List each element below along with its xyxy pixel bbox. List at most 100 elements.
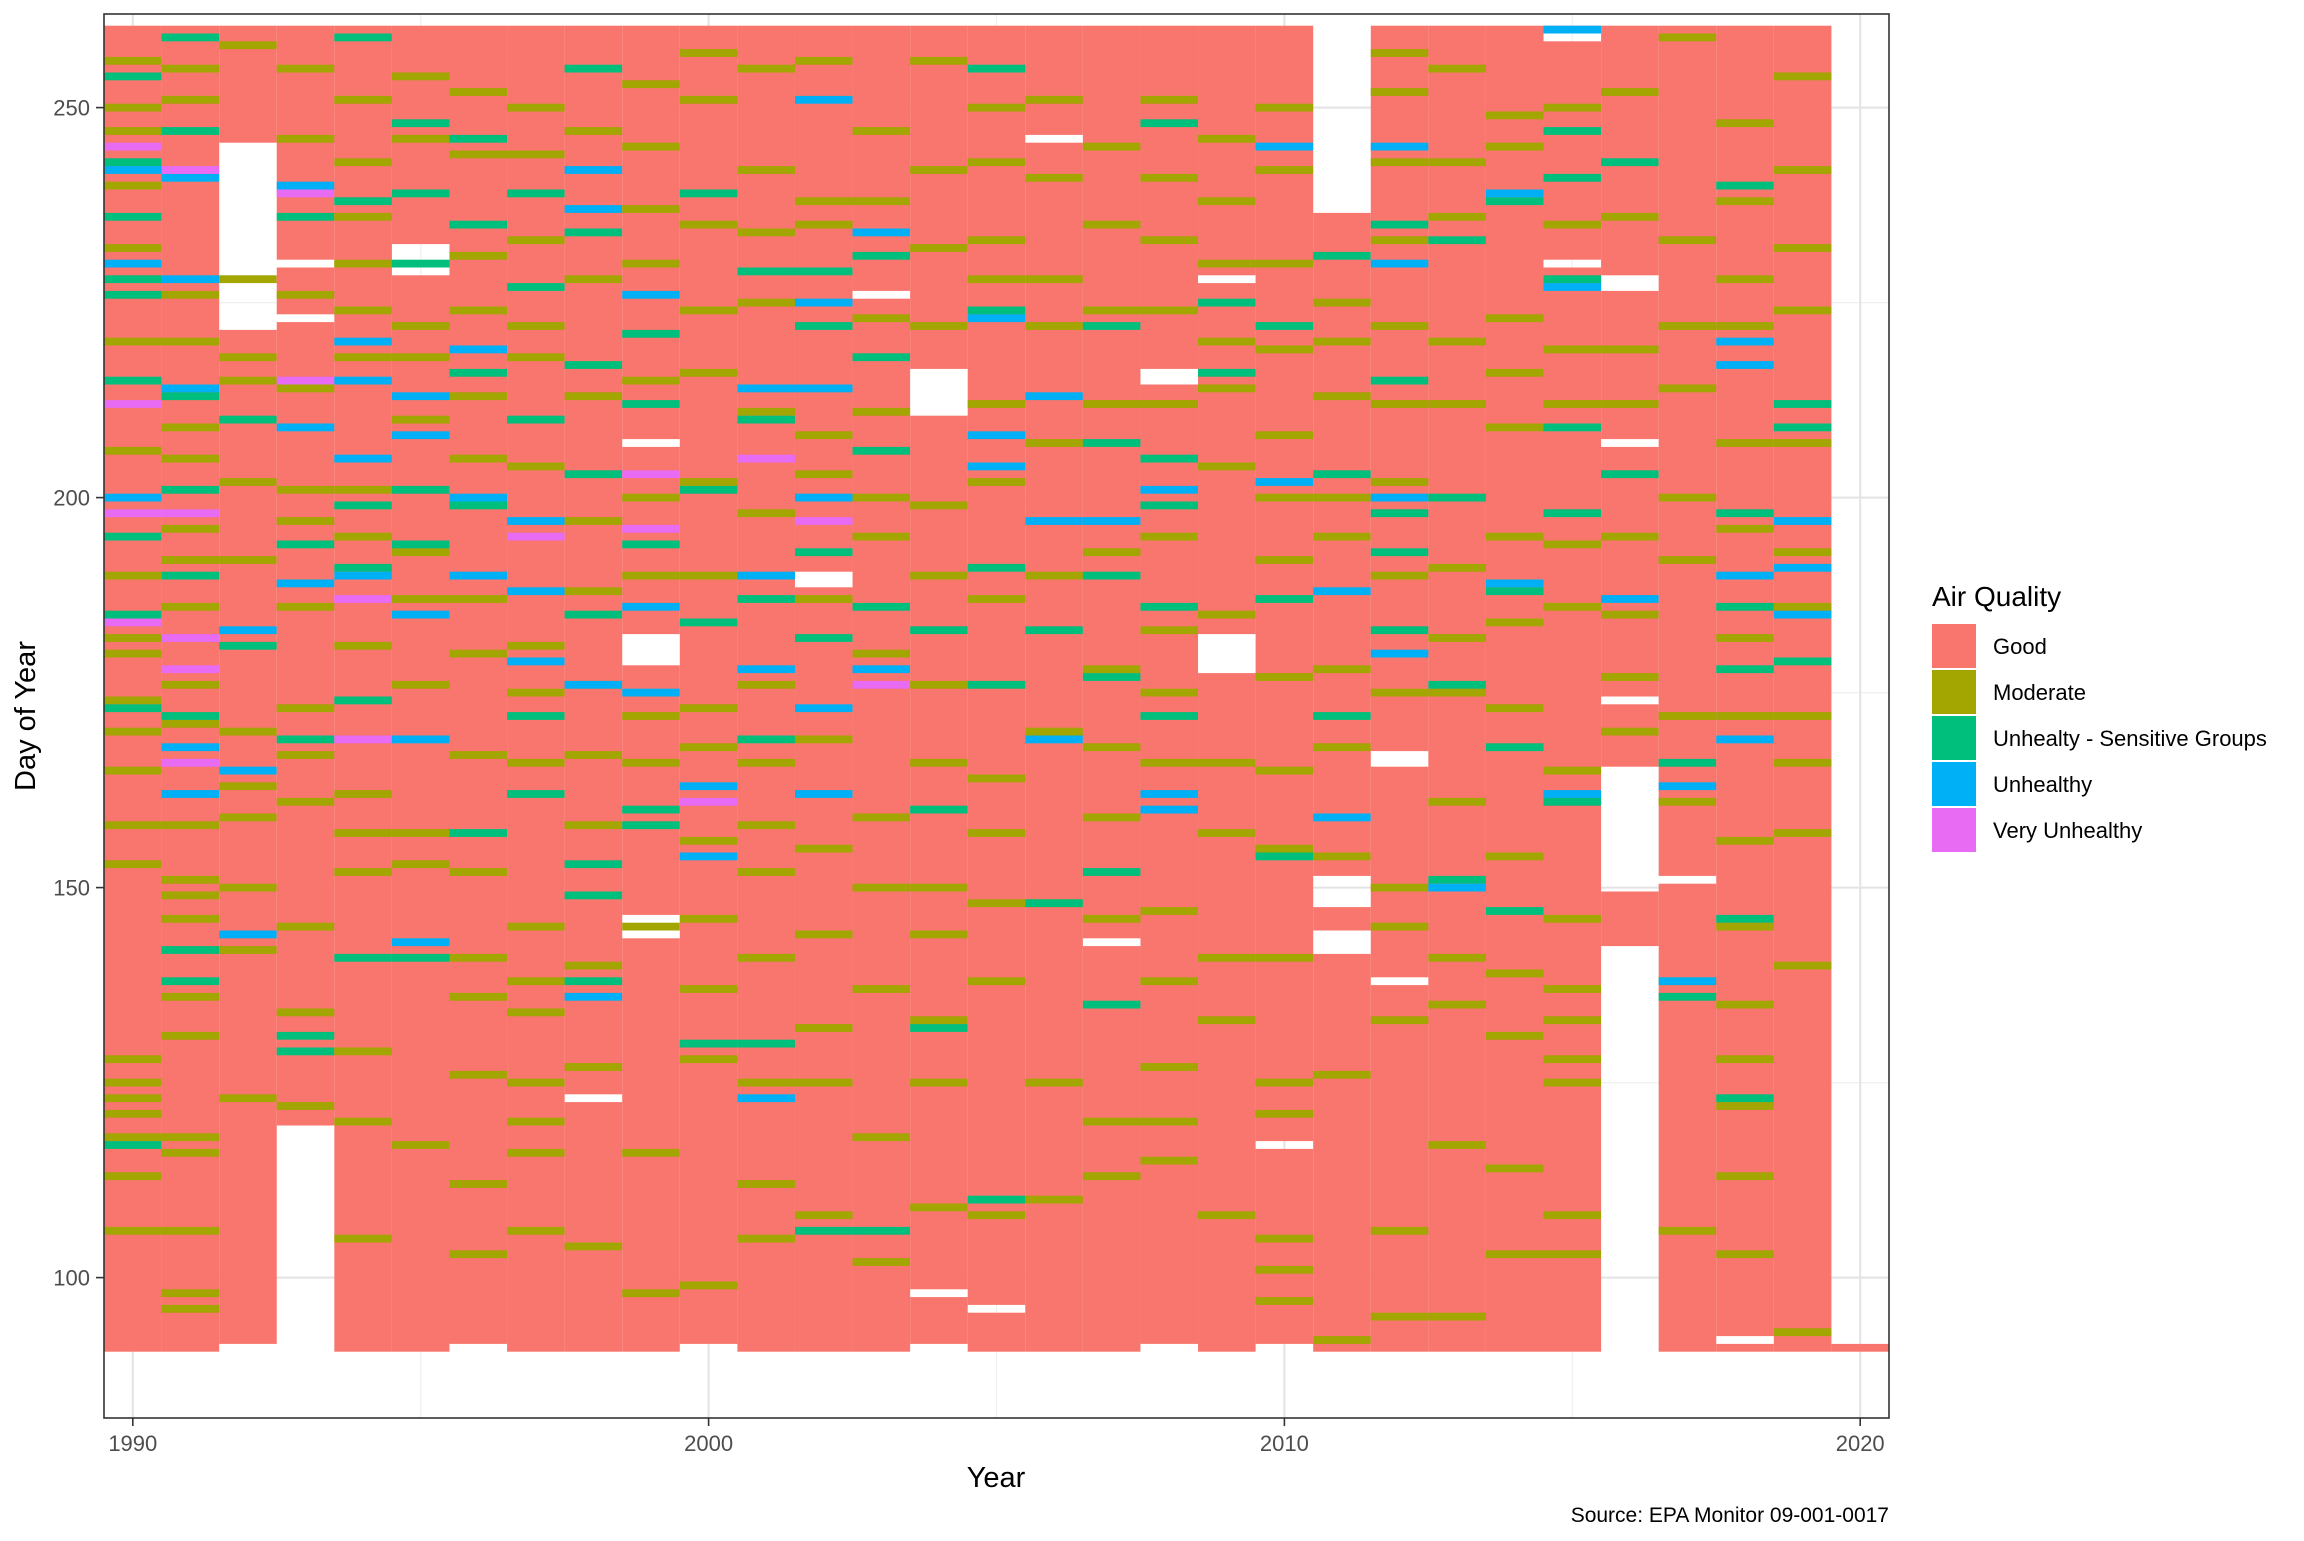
tile-moderate [161,337,220,346]
tile-usg [1082,673,1141,681]
tile-good-run [1831,1343,1889,1352]
tile-moderate [1773,1328,1832,1337]
tile-usg [1658,758,1717,767]
tile-moderate [391,860,450,869]
tile-moderate [507,641,565,650]
year-column-2001 [737,25,795,1352]
tile-usg [1313,712,1371,720]
tile-moderate [449,1250,508,1259]
tile-usg [737,267,795,276]
tile-moderate [1601,88,1659,96]
tile-moderate [1658,556,1717,564]
year-column-2009 [1198,25,1256,1352]
tile-very_unhealthy [334,595,392,603]
tile-usg [507,415,565,424]
tile-moderate [1543,985,1602,993]
legend-items: Good Moderate Unhealty - Sensitive Groups U… [1932,624,2267,852]
tile-unhealthy [794,384,853,393]
tile-usg [334,696,392,705]
tile-moderate [449,649,508,658]
tile-moderate [1716,634,1774,642]
tile-moderate [910,322,968,330]
tile-moderate [161,423,220,432]
tile-moderate [1428,64,1486,73]
legend-key-usg [1932,716,1976,760]
tile-usg [1601,158,1659,167]
tile-moderate [1140,306,1199,315]
tile-moderate [161,1148,220,1157]
tile-moderate [507,922,565,931]
x-tick-label: 2020 [1836,1431,1885,1456]
tile-usg [104,72,162,81]
tile-unhealthy [1140,485,1199,494]
tile-unhealthy [1255,478,1314,486]
tile-moderate [852,985,911,993]
tile-unhealthy [794,493,853,502]
tile-unhealthy [161,384,220,393]
tile-moderate [1543,914,1602,923]
tile-moderate [1255,166,1314,174]
tile-moderate [1485,423,1544,432]
tile-moderate [449,992,508,1001]
tile-very_unhealthy [507,532,565,541]
tile-unhealthy [1716,361,1774,369]
year-column-1990 [104,25,162,1352]
tile-moderate [737,228,795,237]
tile-moderate [161,1304,220,1313]
tile-moderate [507,688,565,697]
tile-usg [1428,236,1486,245]
tile-good-run [1313,953,1371,1352]
tile-moderate [737,509,795,518]
tile-usg [334,33,392,42]
tile-moderate [1255,345,1314,354]
panel-border [103,13,1890,1419]
tile-unhealthy [391,938,450,947]
tile-unhealthy [1543,25,1602,34]
tile-moderate [967,400,1026,408]
tile-moderate [1255,556,1314,564]
year-column-2018 [1716,25,1774,1352]
legend-key-unhealthy [1932,762,1976,806]
tile-moderate [564,392,623,401]
tile-moderate [104,337,162,346]
tile-unhealthy [219,626,277,635]
tile-moderate [334,158,392,167]
tile-unhealthy [1773,610,1832,619]
tile-usg [449,501,508,510]
tile-moderate [276,290,335,299]
tile-good-run [910,1297,968,1344]
year-column-2004 [910,25,968,1344]
tile-moderate [391,353,450,362]
tile-usg [161,571,220,580]
tile-moderate [1370,922,1429,931]
tile-moderate [449,454,508,463]
tile-moderate [1601,610,1659,619]
tile-moderate [679,220,738,229]
tile-moderate [737,680,795,689]
tile-moderate [967,236,1026,245]
year-column-2002 [794,25,853,1352]
tile-usg [564,891,623,900]
legend-key-very_unhealthy [1932,808,1976,852]
tile-usg [449,220,508,229]
tile-usg [1025,626,1083,635]
tile-usg [852,251,911,260]
tile-moderate [391,72,450,81]
tile-moderate [737,298,795,307]
y-tick-label: 250 [53,96,90,121]
tile-moderate [334,829,392,837]
tile-moderate [1485,618,1544,627]
tile-moderate [910,680,968,689]
tile-moderate [1716,712,1774,720]
year-column-2015 [1543,25,1602,1352]
tile-moderate [449,251,508,260]
tile-moderate [161,524,220,533]
tile-moderate [1428,212,1486,221]
tile-moderate [1025,1078,1083,1087]
tile-moderate [1255,673,1314,681]
tile-usg [679,189,738,198]
tile-very_unhealthy [161,509,220,518]
tile-usg [1255,322,1314,330]
year-column-2017 [1658,25,1717,1352]
